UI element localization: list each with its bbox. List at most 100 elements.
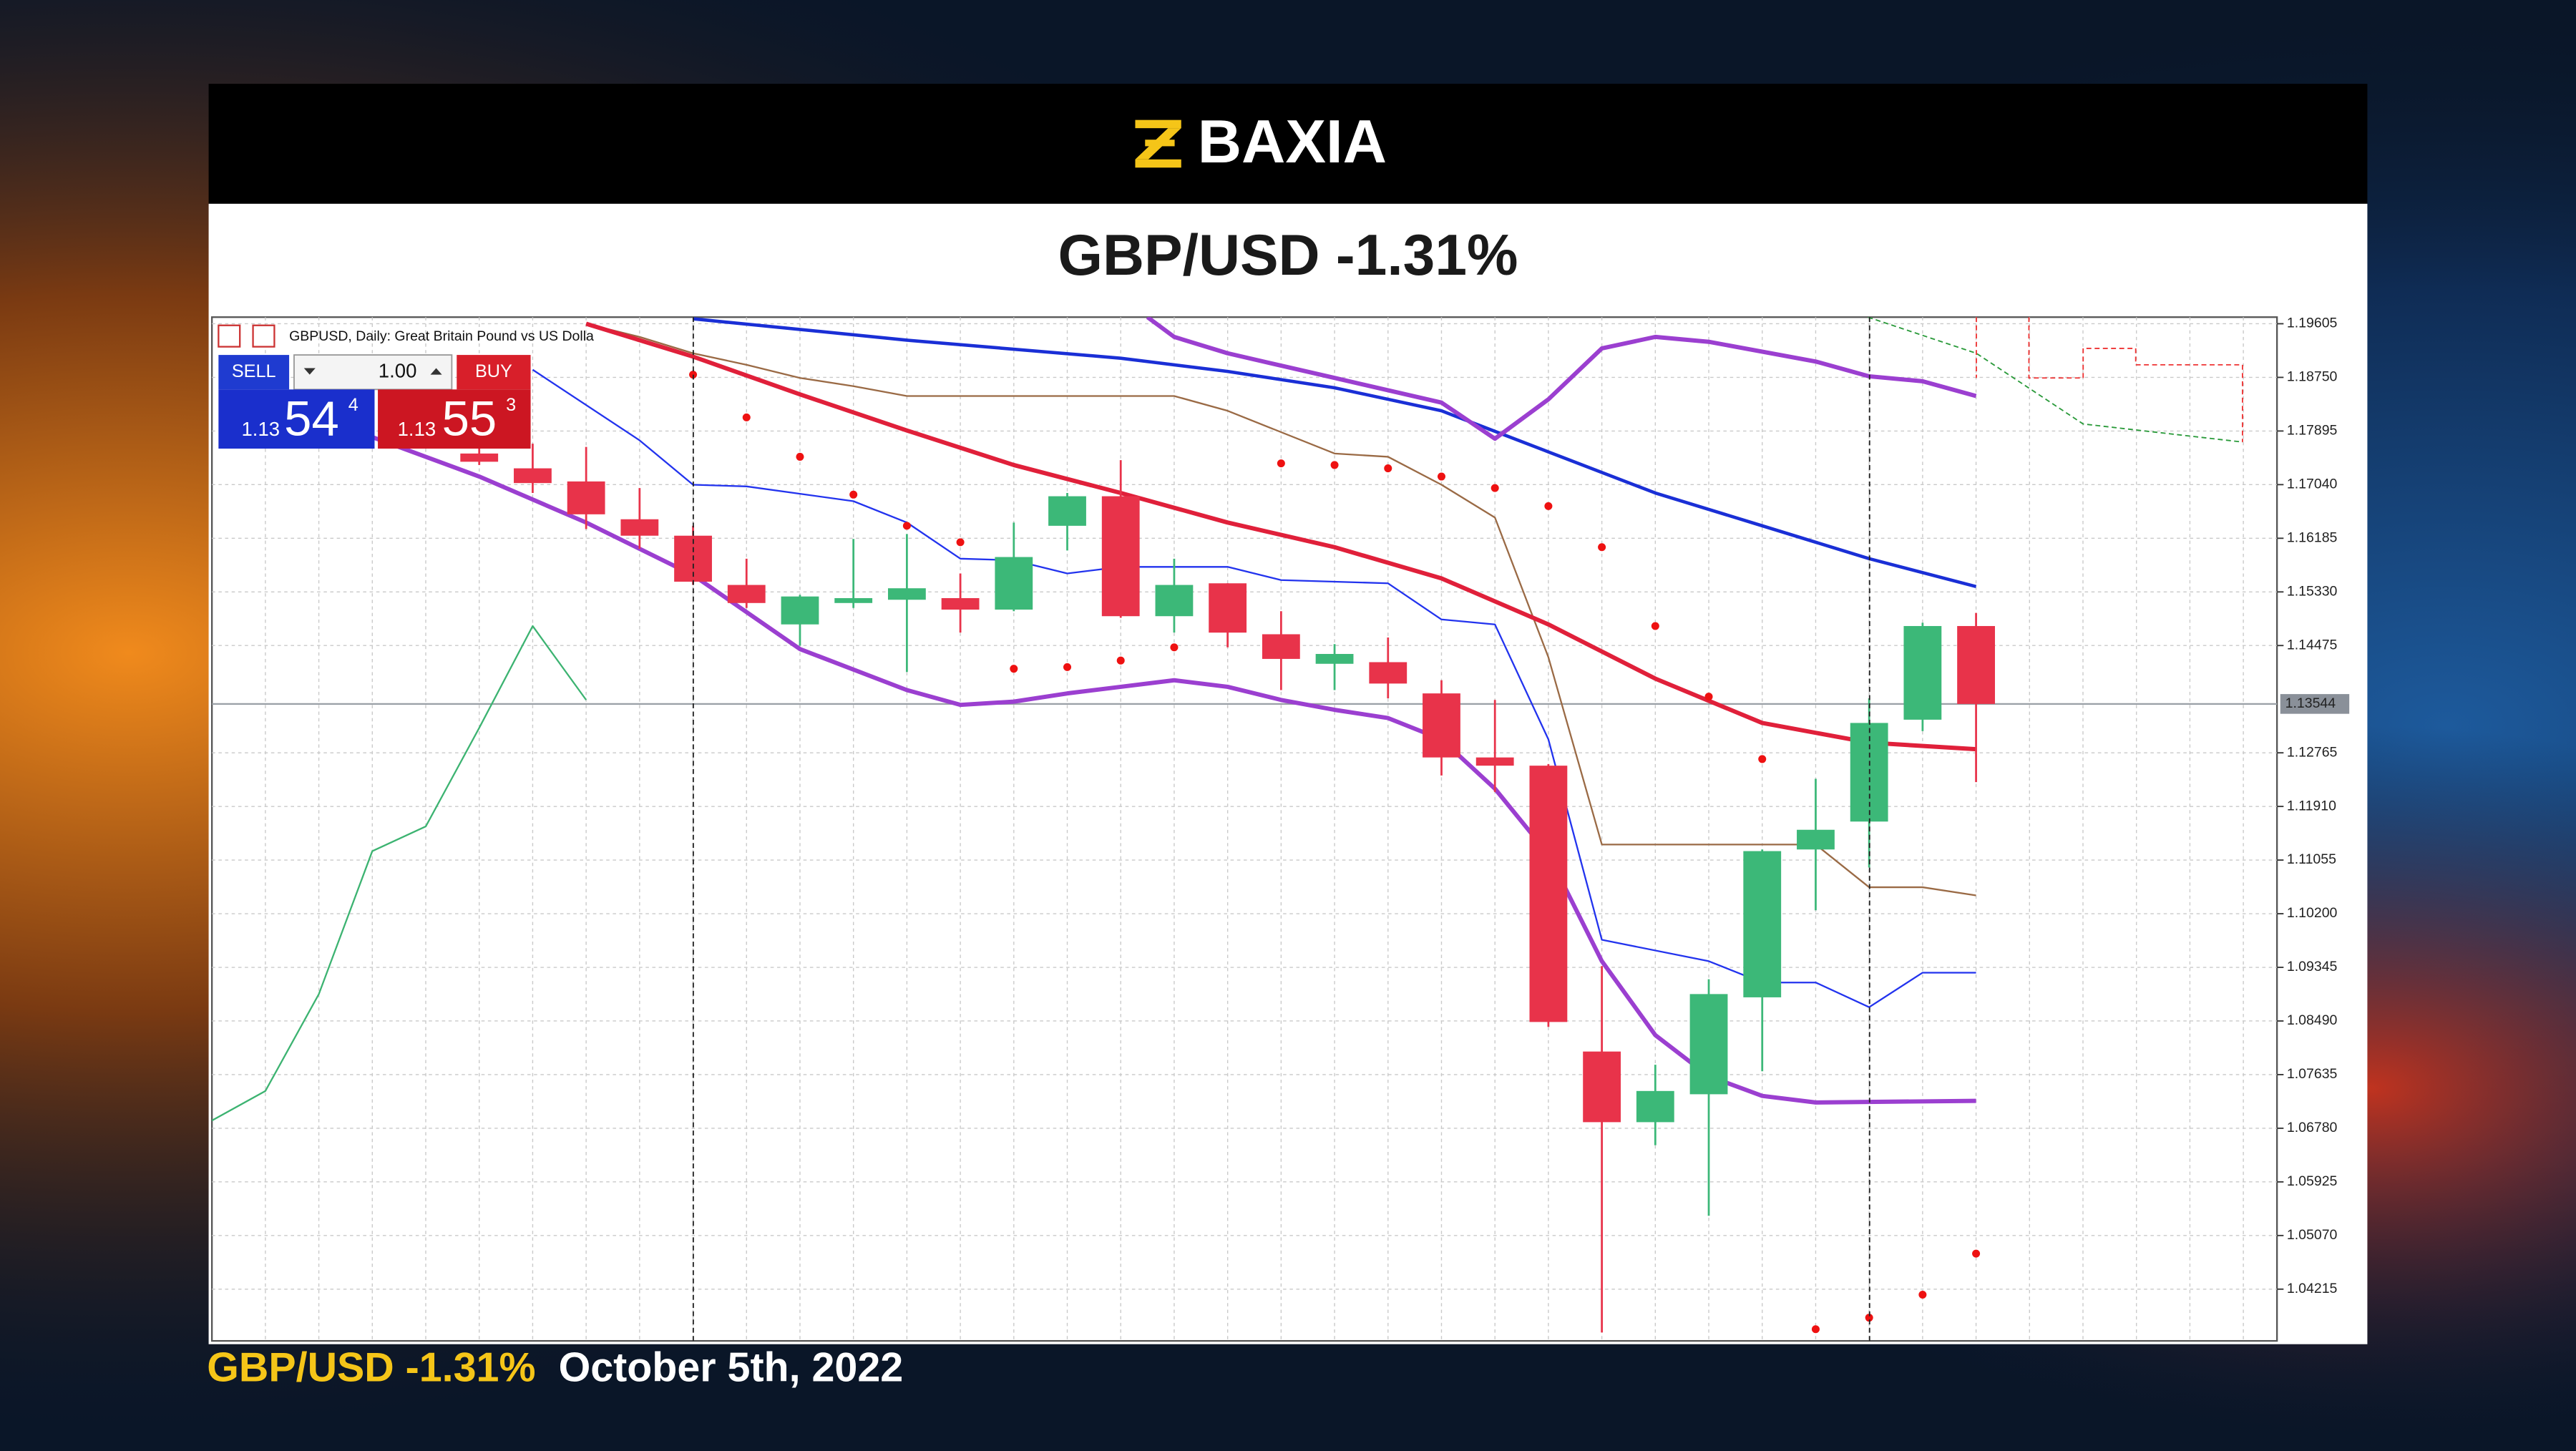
- y-tick-label: 1.11910: [2287, 798, 2336, 814]
- y-tick-label: 1.08490: [2287, 1012, 2338, 1028]
- bid-box[interactable]: [218, 389, 375, 449]
- ask-pips: 55: [442, 391, 497, 446]
- indicator-line: [693, 317, 1977, 589]
- lot-input[interactable]: [293, 354, 453, 391]
- current-price-box: [2280, 694, 2350, 714]
- candle-body: [1743, 851, 1782, 997]
- sar-dot: [1330, 461, 1339, 469]
- sar-dot: [1063, 663, 1072, 671]
- lot-down[interactable]: [303, 368, 316, 375]
- indicator-line: [585, 321, 1976, 752]
- candle-body: [567, 481, 605, 514]
- y-tick-label: 1.17895: [2287, 423, 2338, 439]
- indicator-line: [212, 625, 587, 1122]
- sar-dot: [1277, 459, 1285, 468]
- candle-body: [460, 453, 499, 462]
- y-axis: 1.19605 1.18750 1.17895 1.17040 1.16185 1.153…: [2277, 316, 2350, 1296]
- y-tick-label: 1.16185: [2287, 529, 2338, 545]
- y-tick-label: 1.15330: [2287, 583, 2338, 599]
- candle-body: [1636, 1090, 1674, 1123]
- sell-label: SELL: [232, 361, 276, 381]
- candle-body: [834, 597, 873, 603]
- y-tick-label: 1.04215: [2287, 1281, 2338, 1296]
- sar-dot: [902, 522, 911, 530]
- candle-body: [1475, 757, 1514, 766]
- candle-body: [1262, 634, 1300, 659]
- candle-body: [514, 468, 552, 484]
- pending-orders: [1868, 317, 2243, 443]
- lot-up[interactable]: [430, 368, 442, 375]
- sar-dot: [1116, 656, 1125, 665]
- candle-body: [1797, 829, 1835, 850]
- y-tick-label: 1.05070: [2287, 1227, 2338, 1243]
- bid-pips: 54: [284, 391, 339, 446]
- candle-body: [1315, 653, 1354, 664]
- icon: [252, 324, 275, 348]
- candle-body: [1583, 1051, 1621, 1123]
- candle-body: [1369, 662, 1407, 684]
- ask-box[interactable]: [378, 389, 531, 449]
- candle-body: [1209, 583, 1247, 633]
- candle-body: [1423, 693, 1460, 758]
- bid-point: 4: [348, 395, 358, 415]
- candle-body: [941, 597, 980, 610]
- buy-button[interactable]: [457, 355, 531, 390]
- y-tick-label: 1.11055: [2287, 851, 2336, 867]
- sar-dot: [1972, 1249, 1981, 1258]
- candle-body: [1957, 625, 1995, 704]
- ask-point: 3: [506, 395, 516, 415]
- candle-body: [1689, 994, 1728, 1095]
- sar-dot: [1758, 755, 1767, 763]
- candle-body: [1155, 585, 1194, 617]
- header-bar: [208, 84, 2368, 206]
- sar-dot: [1491, 484, 1499, 492]
- y-tick-label: 1.14475: [2287, 637, 2338, 653]
- sar-dot: [1651, 622, 1659, 630]
- candle-body: [727, 585, 766, 603]
- title: GBP/USD -1.31%: [1058, 223, 1518, 288]
- y-tick-label: 1.19605: [2287, 316, 2338, 331]
- sar-dot: [1918, 1290, 1927, 1299]
- candle-body: [1903, 625, 1942, 720]
- grid: [212, 317, 2278, 1342]
- sar-dot: [1010, 665, 1018, 673]
- sar-dot: [1170, 643, 1179, 652]
- candle-body: [995, 557, 1033, 610]
- lot-value: 1.00: [379, 359, 417, 381]
- chart-title: GBPUSD, Daily: Great Britain Pound vs US…: [289, 328, 594, 344]
- indicator-line: [371, 435, 1976, 1105]
- sar-dot: [1811, 1325, 1820, 1334]
- bid-big: 1.13: [242, 418, 280, 440]
- candle-body: [887, 588, 926, 600]
- sar-dot: [956, 538, 965, 547]
- caption-pair: GBP/USD -1.31%: [207, 1345, 535, 1391]
- icon: [218, 324, 241, 348]
- sar-dot: [742, 413, 751, 421]
- caption-date: October 5th, 2022: [559, 1345, 904, 1391]
- sar-dot: [796, 452, 804, 461]
- sell-button[interactable]: [218, 355, 290, 390]
- sar-dot: [849, 490, 858, 499]
- candle-body: [781, 596, 819, 625]
- plot: [212, 317, 2278, 1334]
- candle-body: [1529, 766, 1568, 1022]
- sar-dot: [1437, 472, 1445, 481]
- plot-area: [211, 316, 2278, 1342]
- y-tick-label: 1.18750: [2287, 369, 2338, 385]
- sar-dot: [1544, 502, 1553, 510]
- y-tick-label: 1.07635: [2287, 1066, 2338, 1082]
- current-price-label: 1.13544: [2285, 695, 2336, 711]
- brand: BAXIA: [1198, 108, 1387, 176]
- y-tick-label: 1.17040: [2287, 477, 2338, 492]
- logo-icon: [1135, 119, 1181, 168]
- sar-dot: [1384, 464, 1392, 473]
- chart-header: GBPUSD, Daily: Great Britain Pound vs US…: [218, 324, 594, 348]
- sar-dot: [1598, 543, 1606, 552]
- plot-marks: [212, 317, 2278, 1334]
- y-tick-label: 1.06780: [2287, 1120, 2338, 1135]
- sar-dot: [1865, 1314, 1873, 1322]
- sar-dot: [1704, 693, 1713, 701]
- indicator-line: [1146, 317, 1977, 441]
